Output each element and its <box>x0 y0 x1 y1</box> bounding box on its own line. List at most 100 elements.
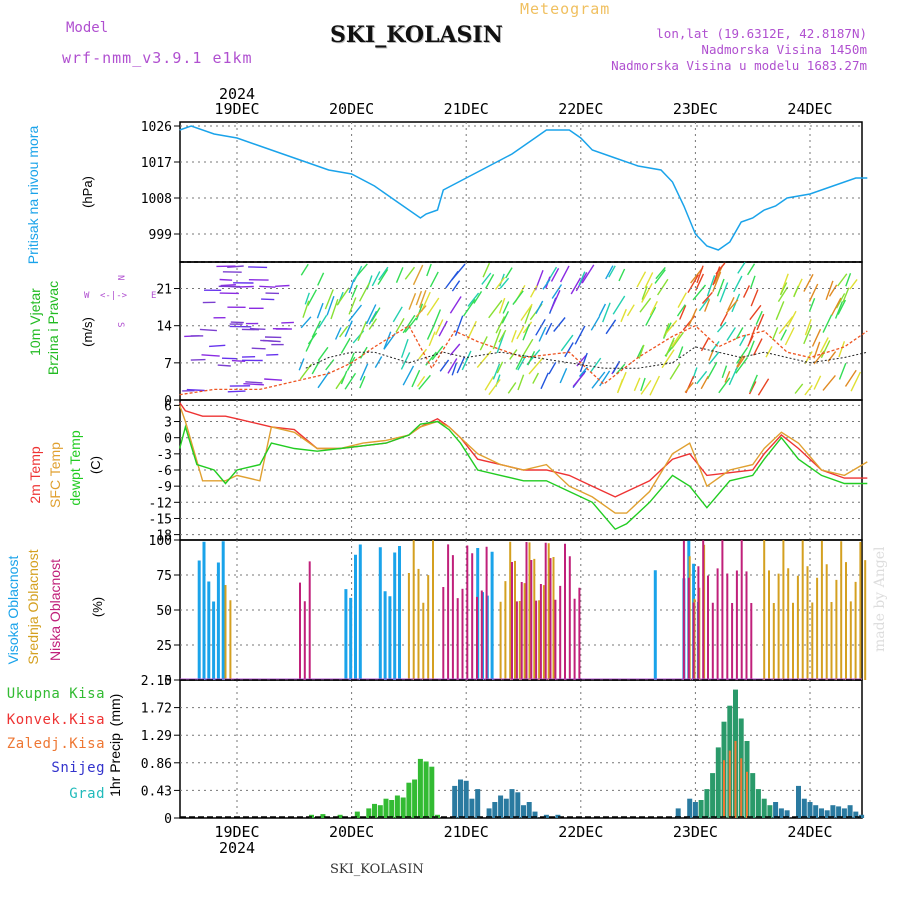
wind-barb <box>325 359 335 371</box>
wind-barb <box>485 274 495 289</box>
wind-barb <box>602 302 611 323</box>
wind-barb <box>735 327 744 340</box>
wind-barb <box>736 347 749 364</box>
wind-barb <box>515 354 525 370</box>
precip-bar <box>807 802 813 818</box>
precip-bar <box>692 802 698 818</box>
temp-tick: -6 <box>156 464 172 479</box>
model-version: wrf-nmm_v3.9.1 e1km <box>62 49 253 67</box>
lonlat-info: lon,lat (19.6312E, 42.8187N) <box>656 26 867 41</box>
precip-bar <box>463 780 469 818</box>
wind-barb <box>449 343 461 356</box>
wind-barb <box>324 289 334 310</box>
wind-axis-name-1: 10m Vjetar <box>27 288 43 356</box>
wind-barb <box>383 331 392 350</box>
meteogram-label: Meteogram <box>520 0 611 18</box>
day-label-bottom: 19DEC <box>214 823 259 841</box>
wind-barb <box>520 303 533 321</box>
wind-barb <box>307 332 318 345</box>
wind-barb <box>749 374 758 393</box>
wind-barb <box>687 308 698 327</box>
day-label-bottom: 21DEC <box>444 823 489 841</box>
wind-barb <box>626 304 635 317</box>
frozen-bar <box>734 741 737 818</box>
wind-barb <box>777 286 789 302</box>
wind-barb <box>828 284 838 297</box>
precip-bar <box>778 808 784 818</box>
wind-barb <box>467 292 480 307</box>
wind-barb <box>359 375 366 389</box>
temp-tick: -18 <box>149 529 172 544</box>
wind-barb <box>260 339 277 342</box>
cloud-tick: 100 <box>149 534 172 549</box>
wind-tick: 14 <box>156 320 172 335</box>
wind-barb <box>548 361 557 375</box>
wind-barb <box>538 326 547 342</box>
wind-barb <box>300 316 312 329</box>
wind-barb <box>695 273 705 291</box>
wind-barb <box>618 268 626 282</box>
wind-barb <box>344 320 353 337</box>
precip-bar <box>755 789 761 818</box>
wind-barb <box>432 309 442 327</box>
precip-bar <box>824 810 830 818</box>
wind-barb <box>551 284 563 299</box>
temp-tick: 3 <box>164 416 172 431</box>
wind-barb <box>654 269 666 284</box>
wind-barb <box>243 383 264 386</box>
wind-barb <box>359 346 368 359</box>
wind-barb <box>416 375 426 387</box>
wind-barb <box>811 328 822 347</box>
wind-barb <box>402 314 416 334</box>
wind-barb <box>724 370 731 383</box>
wind-barb <box>727 296 735 311</box>
wind-barb <box>605 265 614 280</box>
wind-barb <box>451 362 458 376</box>
wind-barb <box>511 330 517 343</box>
wind-barb <box>825 280 834 301</box>
wind-barb <box>451 280 461 292</box>
precip-bar <box>784 810 790 818</box>
frozen-bar <box>740 758 743 818</box>
precip-bar <box>423 761 429 818</box>
wind-barb <box>755 310 763 325</box>
wind-barb <box>641 286 648 300</box>
wind-barb <box>728 366 738 386</box>
wind-barb <box>845 273 852 287</box>
wind-barb <box>481 272 492 285</box>
wind-barb <box>677 292 687 308</box>
wind-barb <box>669 363 681 380</box>
precip-bar <box>710 773 716 818</box>
wind-barb <box>780 329 788 341</box>
mid-cloud-label: Srednja Oblacnost <box>25 549 41 664</box>
wind-barb <box>411 369 421 388</box>
wind-barb <box>644 272 654 289</box>
pressure-tick: 1008 <box>141 192 172 207</box>
wind-barb <box>507 382 517 394</box>
day-label-bottom: 22DEC <box>558 823 603 841</box>
wind-barb <box>439 359 450 372</box>
wind-barb <box>201 354 220 357</box>
wind-barb <box>492 363 501 380</box>
compass-arrows: <-|-> <box>100 291 128 301</box>
wind-barb <box>358 282 371 302</box>
wind-barb <box>572 372 586 387</box>
wind-barb <box>339 325 349 338</box>
wind-barb <box>590 315 601 331</box>
precip-bar <box>675 808 681 818</box>
wind-barb <box>564 342 574 358</box>
precip-bar <box>543 814 549 818</box>
wind-barb <box>779 282 788 296</box>
wind-tick: 7 <box>164 357 172 372</box>
wind-barb <box>803 324 813 345</box>
wind-barb <box>353 265 363 283</box>
day-label-bottom: 24DEC <box>787 823 832 841</box>
wind-barb <box>340 337 351 354</box>
wind-barb <box>589 357 602 373</box>
wind-barb <box>449 296 462 314</box>
wind-barb <box>532 372 540 384</box>
precip-bar <box>836 806 842 818</box>
pressure-axis-name: Pritisak na nivou mora <box>25 126 41 265</box>
wind-barb <box>298 358 305 371</box>
wind-barb <box>400 352 411 370</box>
